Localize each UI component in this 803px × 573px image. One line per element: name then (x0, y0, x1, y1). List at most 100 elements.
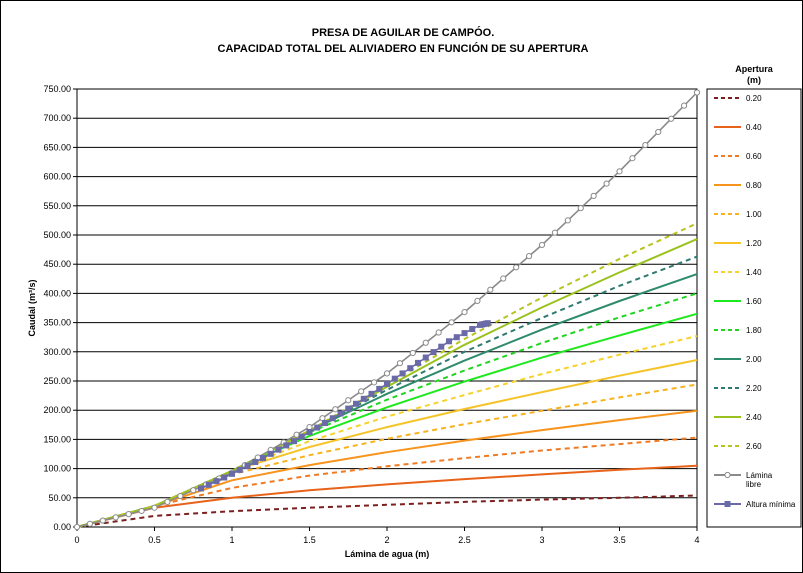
series-point (267, 450, 274, 457)
series-point (538, 241, 546, 249)
series-point (655, 128, 662, 136)
series-point (138, 507, 145, 515)
series-point (125, 511, 132, 518)
series-point (396, 360, 404, 367)
series-point (314, 424, 321, 431)
legend-label: Altura mínima (746, 500, 796, 509)
x-tick-label: 0.5 (148, 535, 161, 545)
legend-marker (724, 500, 731, 507)
series-point (290, 438, 297, 445)
series-point (368, 390, 375, 397)
legend-title-line-1: Apertura (735, 64, 774, 74)
series-point (358, 388, 365, 395)
y-tick-label: 350.00 (43, 318, 71, 328)
series-point (680, 102, 688, 109)
y-tick-label: 400.00 (43, 288, 71, 298)
series-point (228, 470, 235, 477)
series-point (370, 379, 378, 386)
series-point (383, 380, 390, 387)
legend-box (706, 88, 802, 528)
legend-label: 0.40 (746, 123, 762, 132)
y-tick-label: 150.00 (43, 434, 71, 444)
series-point (197, 485, 204, 492)
x-tick-label: 3.5 (613, 535, 626, 545)
legend-label: 1.40 (746, 268, 762, 277)
series-point (190, 487, 197, 494)
series-group (73, 89, 701, 531)
series-point (430, 349, 437, 356)
y-tick-label: 450.00 (43, 259, 71, 269)
legend-label: Lámina (746, 471, 773, 480)
series-point (577, 205, 584, 212)
legend-label: 2.60 (746, 442, 762, 451)
series-point (112, 514, 119, 521)
series-point (407, 365, 414, 372)
series-point (73, 523, 81, 531)
legend-label: 0.20 (746, 94, 762, 103)
series-point (435, 329, 442, 336)
y-axis-title: Caudal (m³/s) (27, 279, 37, 336)
series-point (461, 330, 468, 337)
legend-label: 2.20 (746, 384, 762, 393)
series-point (86, 520, 94, 527)
series-point (383, 370, 391, 377)
series-point (205, 481, 212, 488)
y-tick-label: 0.00 (53, 522, 71, 532)
x-tick-label: 0 (74, 535, 79, 545)
legend-entries: 0.20 0.40 0.60 0.80 1.00 1.20 1.40 1.60 1.80 2.00… (714, 94, 796, 509)
series-point (177, 492, 184, 500)
series-point (616, 168, 623, 175)
y-tick-label: 250.00 (43, 376, 71, 386)
series-point (293, 431, 300, 438)
series-point (438, 343, 445, 350)
series-point (409, 349, 416, 357)
y-tick-label: 300.00 (43, 347, 71, 357)
series-point (352, 400, 359, 407)
series-point (259, 455, 266, 462)
legend-label: 2.40 (746, 413, 762, 422)
series-point (469, 326, 476, 333)
y-tick-label: 550.00 (43, 201, 71, 211)
legend-label: 1.20 (746, 239, 762, 248)
chart-title-line-1: PRESA DE AGUILAR DE CAMPÓO. (312, 26, 495, 39)
series-point (337, 410, 344, 417)
y-tick-label: 200.00 (43, 405, 71, 415)
legend-label: 1.60 (746, 297, 762, 306)
chart-title-line-2: CAPACIDAD TOTAL DEL ALIVIADERO EN FUNCIÓ… (218, 42, 589, 55)
series-point (453, 334, 460, 341)
legend-title-line-2: (m) (747, 75, 761, 85)
series-point (221, 474, 228, 481)
series-point (500, 275, 507, 282)
y-tick-label: 650.00 (43, 142, 71, 152)
series-point (693, 89, 701, 96)
series-point (345, 397, 352, 404)
series-point (629, 155, 636, 162)
x-tick-label: 1.5 (303, 535, 316, 545)
series-point (213, 478, 220, 485)
tick-labels: 0.00 50.00 100.00 150.00 200.00 250.00 300.00 3… (43, 84, 699, 545)
legend-marker (724, 471, 731, 479)
legend-label: 0.60 (746, 152, 762, 161)
y-tick-label: 500.00 (43, 230, 71, 240)
series-point (513, 264, 520, 271)
series-point (236, 466, 243, 473)
y-tick-label: 750.00 (43, 84, 71, 94)
x-tick-label: 4 (694, 535, 699, 545)
series-point (360, 395, 367, 402)
series-point (551, 229, 559, 236)
series-point (164, 498, 171, 505)
series-point (298, 433, 305, 440)
series-point (306, 424, 313, 431)
series-point (668, 115, 675, 122)
series-point (399, 370, 406, 377)
series-point (329, 415, 336, 422)
y-tick-label: 100.00 (43, 464, 71, 474)
legend-label: 0.80 (746, 181, 762, 190)
series-point (484, 320, 491, 327)
series-point (345, 405, 352, 412)
series-point (414, 359, 421, 366)
series-point (391, 375, 398, 382)
legend-label: 1.80 (746, 326, 762, 335)
